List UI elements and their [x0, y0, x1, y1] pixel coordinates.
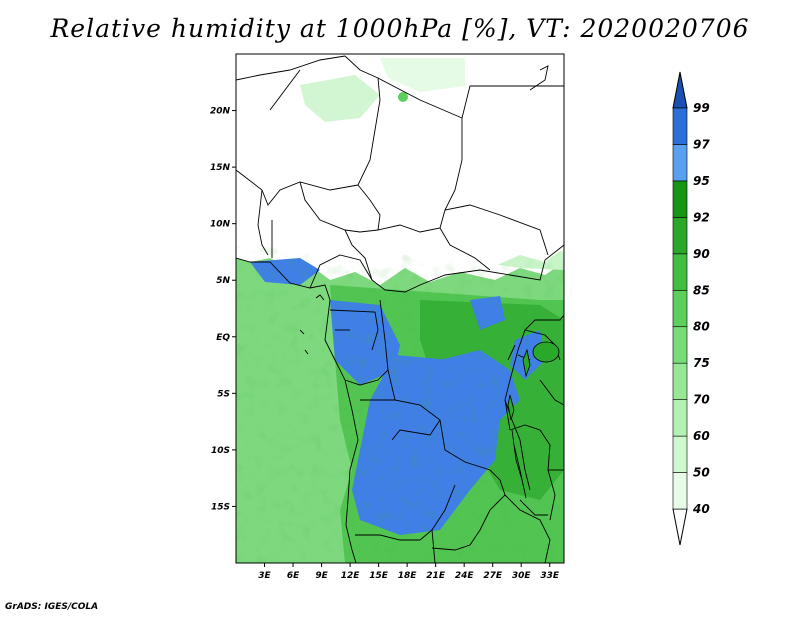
colorbar-upper-triangle [672, 71, 688, 109]
humid-spot [398, 92, 408, 102]
lakes [507, 341, 560, 499]
lon-tick-label: 33E [540, 571, 560, 581]
lat-tick-label: 15N [210, 163, 231, 173]
lon-tick-label: 6E [287, 571, 300, 581]
colorbar-label: 50 [693, 466, 710, 480]
lat-tick-label: 15S [211, 502, 230, 512]
colorbar-label: 75 [693, 356, 710, 370]
colorbar-segment [672, 107, 688, 145]
humidity-field [236, 54, 564, 563]
colorbar-label: 92 [693, 210, 710, 224]
lon-tick-label: 18E [398, 571, 418, 581]
colorbar-segment [672, 253, 688, 291]
colorbar-label: 85 [693, 283, 710, 297]
lon-tick-label: 9E [315, 571, 328, 581]
colorbar-label: 97 [693, 137, 710, 151]
colorbar-segment [672, 362, 688, 400]
lon-tick-label: 24E [455, 571, 475, 581]
colorbar-label: 70 [693, 393, 710, 407]
lon-tick-label: 30E [512, 571, 532, 581]
colorbar-lower-triangle [672, 508, 688, 546]
chart-title: Relative humidity at 1000hPa [%], VT: 20… [50, 14, 750, 43]
pale-humid-patch [380, 58, 465, 92]
latitude-axis: 20N 15N 10N 5N EQ 5S 10S 15S [210, 107, 236, 512]
colorbar-label: 40 [692, 502, 710, 516]
colorbar-segment [672, 435, 688, 473]
colorbar-label: 60 [693, 429, 710, 443]
lat-tick-label: 5S [217, 389, 230, 399]
credit-label: GrADS: IGES/COLA [5, 602, 99, 612]
colorbar-segment [672, 217, 688, 255]
colorbar-segment [672, 289, 688, 328]
lon-tick-label: 27E [483, 571, 503, 581]
colorbar-label: 80 [693, 320, 710, 334]
colorbar-segment [672, 144, 688, 182]
lat-tick-label: 5N [216, 276, 230, 286]
colorbar-segment [672, 399, 688, 437]
lon-tick-label: 3E [258, 571, 271, 581]
map-frame [235, 53, 565, 564]
colorbar-label: 95 [693, 174, 710, 188]
colorbar-label: 99 [693, 101, 710, 115]
lat-tick-label: 10S [211, 446, 230, 456]
lat-tick-label: 20N [210, 107, 231, 117]
country-borders [236, 54, 564, 563]
lon-tick-label: 15E [369, 571, 389, 581]
colorbar: 40 50 60 70 75 80 85 90 92 95 97 99 [672, 71, 710, 546]
colorbar-label: 90 [693, 247, 710, 261]
lat-tick-label: 10N [210, 220, 231, 230]
colorbar-segment [672, 326, 688, 364]
lat-tick-label: EQ [216, 333, 230, 343]
lon-tick-label: 21E [426, 571, 446, 581]
colorbar-segment [672, 180, 688, 218]
colorbar-segment [672, 472, 688, 510]
longitude-axis: 3E 6E 9E 12E 15E 18E 21E 24E 27E 30E 33E [258, 563, 560, 581]
lon-tick-label: 12E [341, 571, 361, 581]
pale-humid-patch [300, 75, 380, 122]
